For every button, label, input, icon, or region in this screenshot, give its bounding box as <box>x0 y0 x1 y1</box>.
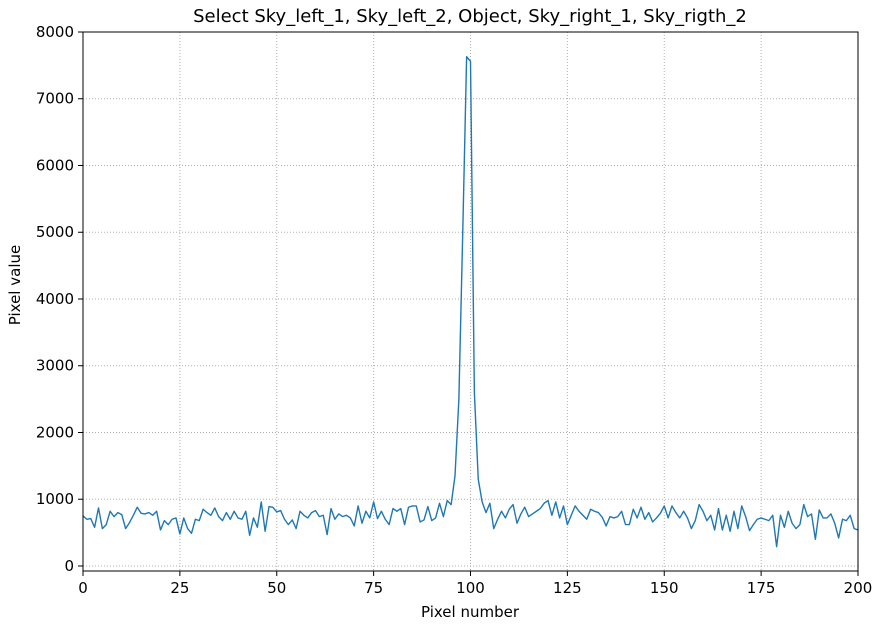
y-tick-label: 0 <box>64 557 74 575</box>
chart-title: Select Sky_left_1, Sky_left_2, Object, S… <box>193 6 747 27</box>
x-tick-label: 0 <box>78 579 88 597</box>
x-tick-label: 175 <box>747 579 776 597</box>
x-tick-label: 75 <box>364 579 383 597</box>
x-tick-label: 100 <box>456 579 485 597</box>
y-tick-label: 1000 <box>36 490 74 508</box>
y-tick-label: 3000 <box>36 357 74 375</box>
plot-frame <box>82 31 859 572</box>
x-tick-label: 125 <box>553 579 582 597</box>
y-tick-label: 5000 <box>36 223 74 241</box>
y-axis-label: Pixel value <box>6 245 24 325</box>
x-tick-label: 50 <box>267 579 286 597</box>
y-tick-label: 8000 <box>36 23 74 41</box>
x-tick-label: 200 <box>844 579 873 597</box>
y-tick-label: 7000 <box>36 90 74 108</box>
x-axis-label: Pixel number <box>421 603 520 621</box>
y-tick-label: 6000 <box>36 156 74 174</box>
y-tick-label: 4000 <box>36 290 74 308</box>
x-tick-label: 150 <box>650 579 679 597</box>
x-tick-label: 25 <box>170 579 189 597</box>
y-tick-label: 2000 <box>36 423 74 441</box>
data-line <box>82 55 859 548</box>
